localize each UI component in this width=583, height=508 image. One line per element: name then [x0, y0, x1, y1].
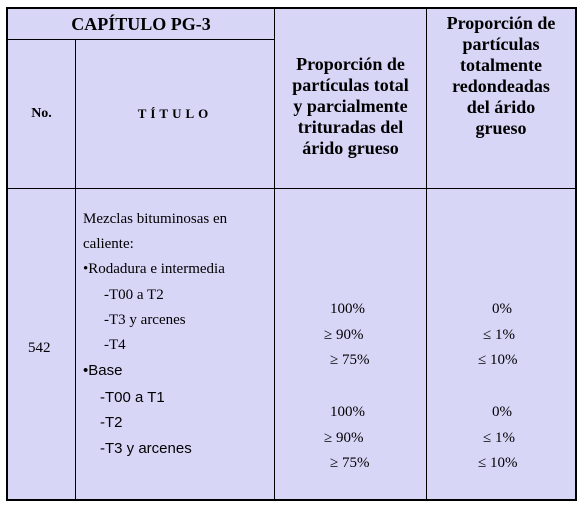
header-line: partículas [462, 34, 540, 54]
rounded-value: ≤ 1% [483, 430, 515, 446]
rounded-value: ≤ 10% [478, 455, 518, 471]
total-value: ≥ 75% [330, 455, 370, 471]
divider [75, 39, 76, 499]
header-line: y parcialmente [293, 95, 408, 116]
group-item: -T4 [104, 337, 126, 353]
header-line: redondeadas [452, 76, 550, 96]
group-item: -T3 y arcenes [104, 312, 186, 328]
total-value: ≥ 90% [324, 430, 364, 446]
number-column-header: No. [31, 106, 52, 121]
total-value: ≥ 90% [324, 327, 364, 343]
title-column-header: TÍTULO [137, 106, 213, 121]
group-item: -T2 [100, 414, 123, 431]
rounded-value: ≤ 10% [478, 352, 518, 368]
group-item: -T3 y arcenes [100, 440, 192, 457]
header-line: Proporción de [446, 13, 556, 33]
pg3-table: CAPÍTULO PG-3 No. TÍTULO Proporción de p… [6, 7, 577, 501]
rounded-proportion-header: Proporción de partículas totalmente redo… [427, 13, 575, 163]
header-line: trituradas del [297, 116, 404, 137]
group-item: -T00 a T1 [100, 389, 165, 406]
header-line: Proporción de [296, 53, 405, 74]
group-label: •Rodadura e intermedia [83, 261, 225, 277]
group-item: -T00 a T2 [104, 287, 164, 303]
title-line: caliente: [83, 236, 134, 252]
divider [8, 188, 575, 189]
chapter-title: CAPÍTULO PG-3 [71, 13, 211, 34]
group-label: •Base [83, 362, 123, 379]
divider [274, 9, 275, 499]
header-line: partículas total [292, 74, 409, 95]
rounded-value: 0% [492, 404, 512, 420]
rounded-value: 0% [492, 301, 512, 317]
rounded-value: ≤ 1% [483, 327, 515, 343]
title-line: Mezclas bituminosas en [83, 211, 228, 227]
header-line: totalmente [460, 55, 542, 75]
header-line: del árido [466, 97, 536, 117]
total-value: 100% [330, 301, 365, 317]
total-value: ≥ 75% [330, 352, 370, 368]
header-line: árido grueso [302, 137, 399, 158]
row-number: 542 [28, 340, 51, 356]
divider [426, 9, 427, 499]
total-proportion-header: Proporción de partículas total y parcial… [275, 31, 426, 181]
header-line: grueso [475, 118, 527, 138]
total-value: 100% [330, 404, 365, 420]
divider [8, 39, 274, 40]
